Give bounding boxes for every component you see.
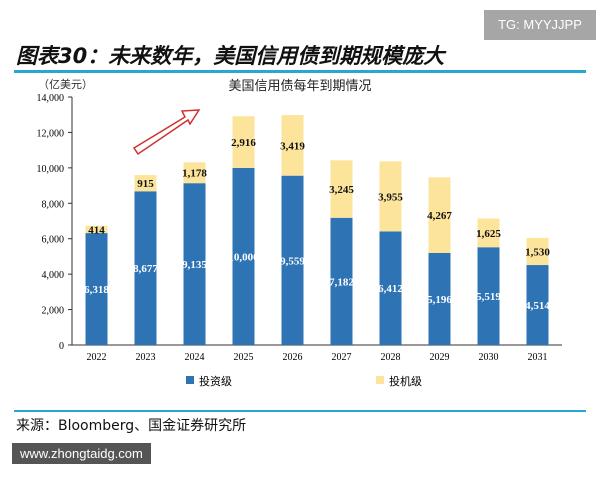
bar-speculative (379, 161, 402, 232)
bar-investment (183, 183, 206, 345)
data-label: 915 (137, 178, 154, 190)
chart-title: 美国信用债每年到期情况 (228, 78, 371, 94)
x-tick-label: 2029 (430, 352, 450, 363)
data-label: 8,677 (133, 263, 158, 275)
x-tick-label: 2027 (332, 352, 352, 363)
y-tick-label: 14,000 (37, 93, 65, 104)
y-tick-label: 10,000 (37, 164, 65, 175)
site-watermark: www.zhongtaidg.com (12, 443, 151, 464)
bar-investment (134, 191, 157, 345)
bar-speculative (281, 115, 304, 176)
bar-speculative (85, 225, 108, 234)
bar-speculative (134, 175, 157, 192)
data-label: 3,419 (280, 140, 305, 152)
bar-speculative (428, 177, 451, 253)
bar-investment (232, 167, 255, 345)
x-tick-label: 2031 (528, 352, 548, 363)
bar-investment (477, 247, 500, 345)
data-label: 6,318 (84, 284, 109, 296)
legend-swatch (186, 376, 194, 384)
x-tick-label: 2025 (234, 352, 254, 363)
bar-speculative (232, 116, 255, 168)
data-label: 414 (88, 224, 105, 236)
y-tick-label: 0 (59, 341, 64, 352)
data-label: 5,519 (476, 291, 501, 303)
data-label: 10,000 (228, 251, 259, 263)
bar-investment (379, 231, 402, 345)
bar-speculative (526, 237, 549, 266)
trend-arrow-icon (132, 109, 201, 156)
divider (14, 410, 586, 412)
data-label: 1,178 (182, 168, 207, 180)
y-tick-label: 12,000 (37, 128, 65, 139)
legend-swatch (376, 376, 384, 384)
source-note: 来源：Bloomberg、国金证券研究所 (16, 418, 247, 434)
y-axis-label: （亿美元） (38, 78, 93, 91)
data-label: 9,135 (182, 259, 207, 271)
tg-watermark: TG: MYYJJPP (484, 10, 596, 40)
data-label: 3,955 (378, 191, 403, 203)
data-label: 3,245 (329, 184, 354, 196)
y-tick-label: 2,000 (42, 306, 65, 317)
legend-label: 投资级 (199, 374, 232, 388)
bar-speculative (477, 218, 500, 248)
x-tick-label: 2024 (185, 352, 205, 363)
bar-investment (330, 217, 353, 345)
y-tick-label: 6,000 (42, 235, 65, 246)
bar-speculative (330, 160, 353, 218)
legend-label: 投机级 (389, 374, 422, 388)
y-tick-label: 4,000 (42, 270, 65, 281)
data-label: 5,196 (427, 294, 452, 306)
bar-speculative (183, 162, 206, 184)
bar-investment (428, 252, 451, 345)
data-label: 1,530 (525, 246, 550, 258)
data-label: 1,625 (476, 228, 501, 240)
divider (14, 70, 586, 73)
data-label: 7,182 (329, 276, 354, 288)
x-tick-label: 2022 (87, 352, 107, 363)
data-label: 2,916 (231, 137, 256, 149)
bar-investment (85, 233, 108, 345)
chart: （亿美元） 美国信用债每年到期情况 0 2,000 4,000 6,000 8,000 10,… (37, 78, 562, 388)
data-label: 6,412 (378, 283, 403, 295)
x-tick-label: 2028 (381, 352, 401, 363)
data-label: 4,514 (525, 300, 550, 312)
x-tick-label: 2030 (479, 352, 499, 363)
x-tick-label: 2023 (136, 352, 156, 363)
data-label: 4,267 (427, 210, 452, 222)
x-tick-label: 2026 (283, 352, 303, 363)
bar-investment (526, 265, 549, 345)
data-label: 9,559 (280, 255, 305, 267)
figure-title: 图表30：未来数年，美国信用债到期规模庞大 (16, 44, 445, 68)
bar-investment (281, 175, 304, 345)
y-tick-label: 8,000 (42, 199, 65, 210)
